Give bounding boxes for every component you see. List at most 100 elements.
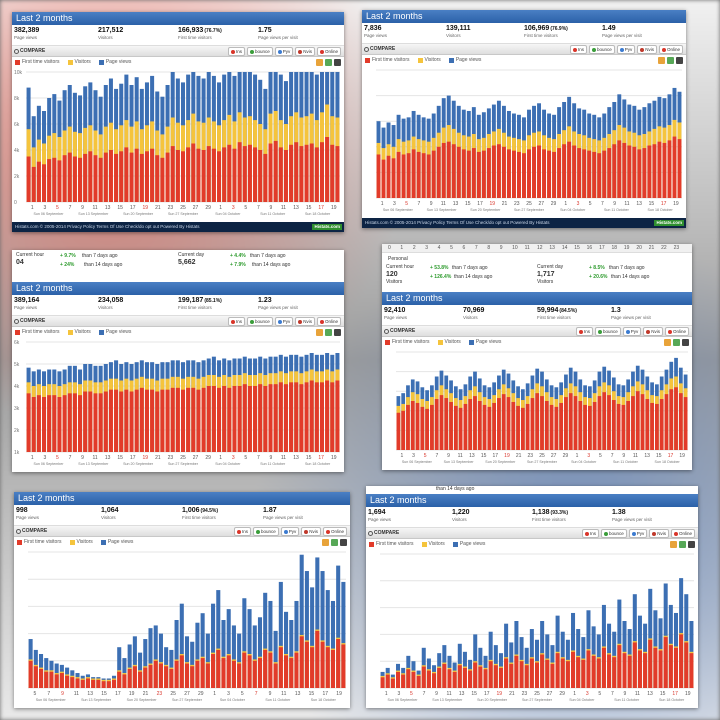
bar-first-time[interactable] (458, 407, 463, 450)
area-chart-icon[interactable] (325, 59, 332, 66)
area-chart-icon[interactable] (673, 339, 680, 346)
bar-first-time[interactable] (160, 157, 165, 202)
compare-ins-button[interactable]: Ins (575, 327, 593, 336)
compare-bar[interactable]: COMPARE Ins bounce Pyv Nvis Online (12, 316, 344, 327)
compare-pyv-button[interactable]: Pyv (622, 327, 642, 336)
compare-online-button[interactable]: Online (322, 527, 347, 536)
bar-first-time[interactable] (683, 397, 688, 450)
bar-first-time[interactable] (416, 675, 421, 688)
bar-first-time[interactable] (65, 675, 70, 688)
bar-first-time[interactable] (588, 405, 592, 450)
bar-first-time[interactable] (124, 147, 129, 202)
bar-page-views[interactable] (117, 647, 122, 688)
bar-first-time[interactable] (179, 655, 184, 688)
bar-first-time[interactable] (461, 149, 466, 198)
bar-first-time[interactable] (564, 397, 568, 450)
bar-first-time[interactable] (555, 653, 560, 688)
bar-first-time[interactable] (684, 642, 689, 688)
bar-first-time[interactable] (138, 671, 143, 688)
bar-first-time[interactable] (268, 384, 273, 452)
camera-icon[interactable] (688, 541, 695, 548)
bar-first-time[interactable] (98, 157, 103, 202)
legend-visitors[interactable]: Visitors (69, 539, 93, 545)
bar-first-time[interactable] (544, 401, 549, 450)
compare-online-button[interactable]: Online (664, 327, 689, 336)
bar-first-time[interactable] (612, 657, 617, 688)
bar-first-time[interactable] (592, 401, 597, 450)
bar-first-time[interactable] (425, 408, 429, 450)
bar-chart-icon[interactable] (658, 57, 665, 64)
bar-first-time[interactable] (237, 142, 242, 202)
bar-first-time[interactable] (278, 382, 283, 452)
bar-first-time[interactable] (314, 147, 319, 202)
bar-first-time[interactable] (258, 150, 263, 202)
bar-first-time[interactable] (516, 405, 520, 450)
bar-first-time[interactable] (330, 382, 335, 452)
bar-first-time[interactable] (678, 393, 683, 450)
bar-first-time[interactable] (456, 146, 461, 198)
bar-first-time[interactable] (31, 397, 36, 452)
bar-first-time[interactable] (621, 404, 626, 450)
bar-first-time[interactable] (78, 157, 83, 202)
bar-first-time[interactable] (42, 164, 47, 202)
bar-first-time[interactable] (336, 639, 341, 688)
legend-first-time[interactable]: First time visitors (365, 57, 410, 63)
bar-first-time[interactable] (299, 384, 304, 452)
bar-first-time[interactable] (278, 647, 283, 688)
bar-first-time[interactable] (180, 151, 186, 202)
bar-first-time[interactable] (283, 150, 288, 202)
bar-first-time[interactable] (550, 663, 555, 688)
area-chart-icon[interactable] (679, 541, 686, 548)
compare-bounce-button[interactable]: bounce (246, 317, 273, 326)
bar-first-time[interactable] (509, 663, 514, 688)
bar-first-time[interactable] (452, 671, 457, 688)
bar-first-time[interactable] (88, 391, 93, 453)
compare-nvis-button[interactable]: Nvis (649, 529, 669, 538)
bar-first-time[interactable] (582, 149, 587, 198)
bar-first-time[interactable] (607, 654, 612, 689)
bar-first-time[interactable] (242, 652, 247, 688)
bar-first-time[interactable] (411, 671, 416, 688)
bar-first-time[interactable] (527, 149, 531, 198)
legend-first-time[interactable]: First time visitors (15, 329, 60, 335)
bar-first-time[interactable] (283, 384, 288, 452)
bar-page-views[interactable] (320, 571, 325, 688)
bar-first-time[interactable] (59, 673, 64, 688)
bar-first-time[interactable] (601, 647, 606, 688)
bar-page-views[interactable] (601, 604, 606, 688)
legend-page-views[interactable]: Page views (98, 59, 131, 65)
bar-first-time[interactable] (38, 668, 44, 688)
bar-page-views[interactable] (325, 590, 330, 688)
bar-first-time[interactable] (174, 660, 179, 688)
histats-logo[interactable]: Histats.com (654, 220, 684, 226)
bar-first-time[interactable] (447, 669, 452, 688)
bar-first-time[interactable] (72, 393, 77, 452)
camera-icon[interactable] (340, 539, 347, 546)
bar-first-time[interactable] (309, 143, 314, 203)
bar-page-views[interactable] (221, 620, 226, 688)
bar-first-time[interactable] (667, 140, 672, 198)
bar-page-views[interactable] (299, 554, 304, 688)
bar-first-time[interactable] (299, 146, 304, 202)
bar-first-time[interactable] (47, 159, 52, 202)
bar-first-time[interactable] (421, 153, 426, 198)
bar-first-time[interactable] (406, 669, 411, 688)
legend-page-views[interactable]: Page views (98, 329, 131, 335)
bar-first-time[interactable] (52, 157, 57, 202)
bar-first-time[interactable] (144, 151, 149, 202)
bar-first-time[interactable] (410, 401, 415, 450)
bar-first-time[interactable] (96, 679, 101, 688)
bar-first-time[interactable] (597, 396, 602, 450)
bar-first-time[interactable] (506, 149, 511, 198)
legend-page-views[interactable]: Page views (448, 57, 481, 63)
compare-ins-button[interactable]: Ins (569, 45, 587, 54)
bar-first-time[interactable] (643, 653, 648, 688)
bar-first-time[interactable] (626, 401, 631, 450)
bar-first-time[interactable] (497, 398, 501, 450)
bar-first-time[interactable] (466, 150, 471, 198)
bar-page-views[interactable] (211, 603, 216, 688)
bar-first-time[interactable] (201, 387, 206, 452)
bar-first-time[interactable] (169, 668, 174, 688)
bar-first-time[interactable] (139, 387, 144, 452)
legend-visitors[interactable]: Visitors (67, 59, 91, 65)
